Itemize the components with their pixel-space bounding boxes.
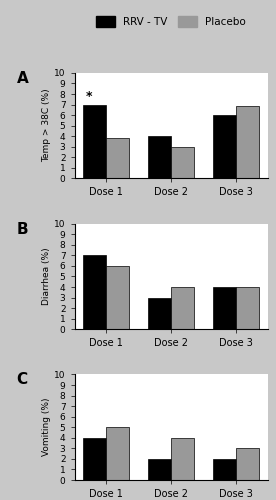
Bar [213, 459, 236, 480]
Text: A: A [17, 71, 28, 86]
Text: B: B [17, 222, 28, 236]
Y-axis label: Temp > 38C (%): Temp > 38C (%) [42, 89, 51, 162]
Bar [148, 459, 171, 480]
Text: C: C [17, 372, 28, 388]
Bar [236, 287, 259, 329]
Bar [148, 298, 171, 329]
Bar [106, 266, 129, 329]
Bar [106, 138, 129, 178]
Bar [83, 438, 106, 480]
Bar [83, 256, 106, 329]
Bar [236, 106, 259, 178]
Text: *: * [86, 90, 93, 103]
Bar [171, 287, 194, 329]
Bar [171, 438, 194, 480]
Bar [213, 115, 236, 178]
Y-axis label: Vomiting (%): Vomiting (%) [42, 398, 51, 456]
Bar [236, 448, 259, 480]
Bar [106, 427, 129, 480]
Bar [148, 136, 171, 178]
Bar [213, 287, 236, 329]
Bar [83, 104, 106, 178]
Bar [171, 147, 194, 178]
Y-axis label: Diarrhea (%): Diarrhea (%) [42, 248, 51, 306]
Legend: RRV - TV, Placebo: RRV - TV, Placebo [96, 16, 246, 27]
